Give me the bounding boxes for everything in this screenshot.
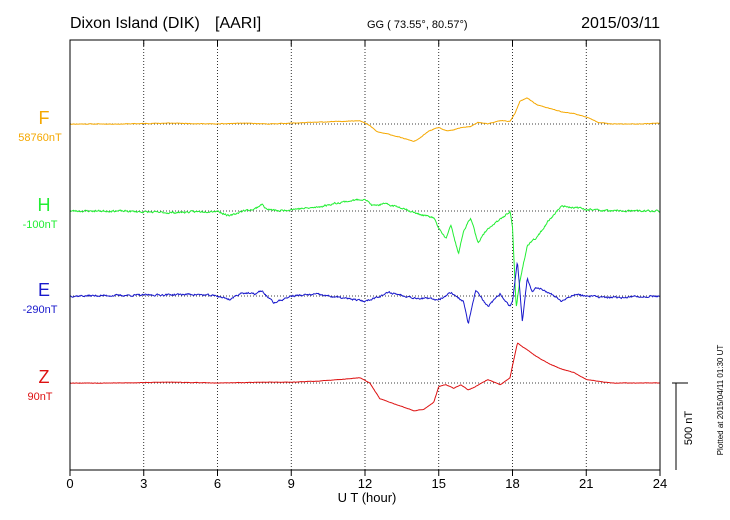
chart-title-station: Dixon Island (DIK) [70, 15, 200, 32]
series-line-z [69, 342, 660, 412]
x-tick-label: 12 [358, 476, 372, 491]
series-line-h [70, 198, 661, 307]
series-lines [69, 97, 661, 412]
chart-title-date: 2015/03/11 [581, 15, 660, 32]
x-tick-label: 24 [653, 476, 667, 491]
chart-title-coords: GG ( 73.55°, 80.57°) [367, 19, 468, 31]
series-name-h: H [38, 195, 51, 215]
scale-bar: 500 nT [672, 382, 695, 470]
x-tick-label: 0 [66, 476, 73, 491]
baselines [70, 123, 660, 384]
x-tick-label: 18 [505, 476, 519, 491]
series-name-f: F [39, 108, 50, 128]
x-tick-label: 3 [140, 476, 147, 491]
scale-bar-label: 500 nT [683, 411, 695, 446]
series-line-e [69, 261, 661, 325]
series-offset-h: -100nT [23, 219, 58, 231]
x-ticks: 0 3 6 9 12 15 18 21 24 [66, 40, 667, 491]
series-offset-e: -290nT [23, 304, 58, 316]
x-tick-label: 9 [288, 476, 295, 491]
x-tick-label: 15 [432, 476, 446, 491]
grid [143, 40, 587, 470]
series-line-f [69, 97, 661, 142]
series-name-e: E [38, 280, 50, 300]
series-labels: F 58760nT H -100nT E -290nT Z 90nT [18, 108, 62, 403]
x-tick-label: 21 [579, 476, 593, 491]
series-offset-z: 90nT [27, 391, 52, 403]
plotted-note: Plotted at 2015/04/11 01:30 UT [716, 345, 725, 456]
series-name-z: Z [39, 367, 50, 387]
x-tick-label: 6 [214, 476, 221, 491]
series-offset-f: 58760nT [18, 132, 62, 144]
plot-frame [69, 39, 661, 471]
chart-title-institute: [AARI] [215, 15, 261, 32]
x-axis-label: U T (hour) [338, 490, 397, 505]
